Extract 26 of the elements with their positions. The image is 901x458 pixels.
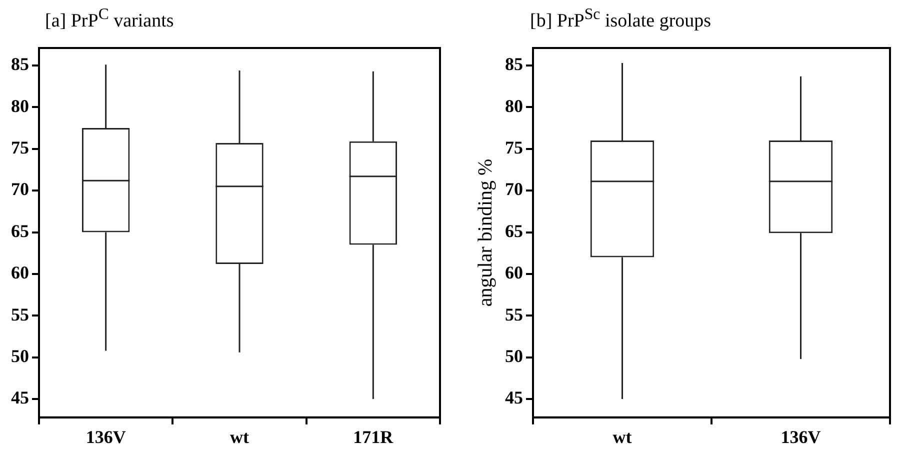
y-tick-label: 55	[11, 304, 29, 324]
x-tick-label: wt	[230, 426, 249, 447]
y-tick-label: 45	[11, 388, 29, 408]
y-tick-label: 45	[505, 388, 523, 408]
chart-title: [a] PrP$^{C}$ variants	[45, 6, 174, 32]
y-tick-label: 50	[11, 346, 29, 366]
y-tick-label: 85	[505, 54, 523, 74]
y-tick-label: 50	[505, 346, 523, 366]
y-tick-label: 70	[505, 179, 523, 200]
y-tick-label: 75	[505, 138, 523, 158]
x-tick-label: 136V	[86, 426, 126, 447]
y-tick-label: 60	[505, 262, 523, 283]
y-axis-title: angular binding %	[474, 158, 496, 307]
y-tick-label: 65	[11, 220, 29, 241]
chart-title: [b] PrP$^{Sc}$ isolate groups	[530, 6, 712, 32]
y-tick-label: 80	[11, 96, 29, 116]
y-tick-label: 70	[11, 179, 29, 200]
x-tick-label: 171R	[353, 426, 394, 447]
y-tick-label: 80	[505, 96, 523, 116]
x-tick-label: 136V	[780, 426, 821, 447]
y-tick-label: 65	[505, 220, 523, 241]
y-tick-label: 60	[11, 262, 29, 283]
y-tick-label: 85	[11, 54, 29, 74]
x-tick-label: wt	[612, 426, 632, 447]
y-tick-label: 55	[505, 304, 523, 324]
y-tick-label: 75	[11, 138, 29, 158]
